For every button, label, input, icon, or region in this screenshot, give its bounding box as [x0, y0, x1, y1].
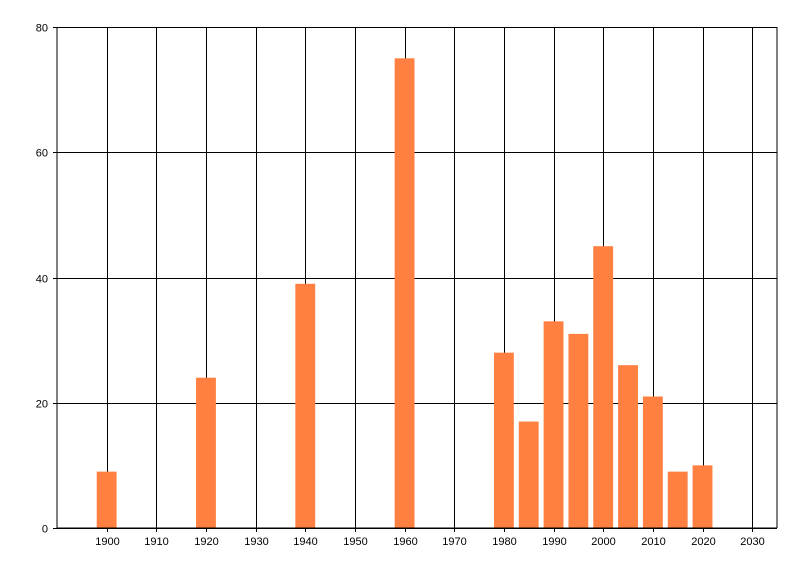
- bar-2020: [692, 465, 713, 528]
- bar-1985: [518, 421, 539, 528]
- x-tick-label: 1920: [194, 536, 218, 548]
- y-tick-label: 0: [42, 524, 48, 536]
- bar-1940: [295, 283, 316, 528]
- bar-1990: [543, 321, 564, 528]
- x-tick-label: 2020: [691, 536, 715, 548]
- bar-2010: [642, 396, 663, 528]
- x-tick-label: 1970: [442, 536, 466, 548]
- bars: [96, 58, 713, 528]
- x-tick-label: 2000: [591, 536, 615, 548]
- y-tick-label: 40: [36, 274, 48, 286]
- bar-2015: [667, 471, 688, 528]
- x-tick-label: 2010: [641, 536, 665, 548]
- grid-lines: [57, 27, 778, 529]
- bar-1900: [96, 471, 117, 528]
- x-tick-label: 1940: [293, 536, 317, 548]
- tick-labels: 0 20 40 60 80 1900 1910 1920 1930 1940 1950 1960 197…: [36, 23, 765, 549]
- bar-2005: [618, 365, 638, 528]
- y-tick-label: 20: [36, 399, 48, 411]
- x-tick-label: 1900: [95, 536, 119, 548]
- bar-1980: [493, 352, 514, 528]
- x-tick-label: 2030: [740, 536, 764, 548]
- bar-2000: [593, 246, 614, 528]
- x-tick-label: 1960: [393, 536, 417, 548]
- y-tick-label: 60: [36, 148, 48, 160]
- bar-1995: [568, 333, 589, 528]
- bar-1960: [394, 58, 415, 528]
- x-tick-label: 1910: [144, 536, 168, 548]
- axes: [56, 27, 777, 529]
- x-tick-label: 1950: [343, 536, 367, 548]
- bar-1920: [196, 377, 216, 528]
- x-tick-label: 1980: [492, 536, 516, 548]
- y-tick-label: 80: [36, 23, 48, 35]
- x-tick-label: 1930: [244, 536, 268, 548]
- x-tick-label: 1990: [542, 536, 566, 548]
